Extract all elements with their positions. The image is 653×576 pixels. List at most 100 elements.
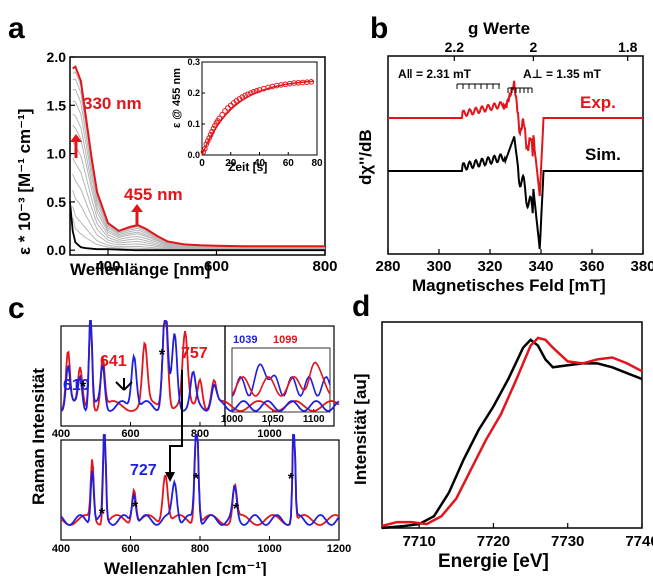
legend-sim: Sim. bbox=[585, 145, 621, 164]
legend-exp: Exp. bbox=[580, 93, 616, 112]
inset-data-point bbox=[203, 141, 210, 147]
xanes-red-line bbox=[381, 336, 643, 528]
raman-star-marker: * bbox=[80, 379, 87, 396]
panel-c-label: c bbox=[8, 292, 25, 325]
panel-d-frame bbox=[381, 321, 643, 529]
inset-x-tick-label: 80 bbox=[311, 158, 323, 169]
inset-data-point bbox=[308, 79, 315, 85]
inset-x-tick-label: 60 bbox=[283, 158, 295, 169]
peak-shift-connector bbox=[169, 370, 183, 480]
y-tick-label: 0.5 bbox=[47, 194, 67, 210]
panel-b-xlabel: Magnetisches Feld [mT] bbox=[412, 276, 606, 295]
panel-b-plot: g Werte 280 300 320 340 360 380 2.2 2 1.8 A‖ = 2… bbox=[356, 19, 653, 295]
peak-757-label: 757 bbox=[181, 345, 208, 362]
x-tick-label: 600 bbox=[204, 258, 229, 275]
inset-data-point bbox=[200, 149, 207, 155]
c-bottom-x-tick-label: 400 bbox=[52, 543, 70, 555]
peak-610-label: 610 bbox=[63, 377, 90, 394]
raman-star-marker: * bbox=[99, 506, 106, 523]
xanes-black-line bbox=[381, 338, 643, 530]
inset-y-tick-label: 0.3 bbox=[187, 57, 200, 67]
epr-simulated-line bbox=[388, 136, 643, 250]
panel-a-ylabel: ε * 10⁻³ [M⁻¹ cm⁻¹] bbox=[15, 109, 34, 255]
inset-data-point bbox=[239, 94, 246, 100]
inset-x-tick-label: 20 bbox=[225, 158, 237, 169]
intermediate-spectrum-3 bbox=[72, 173, 325, 250]
c-bottom-x-tick-label: 800 bbox=[191, 543, 209, 555]
panel-a-frame bbox=[69, 56, 326, 256]
inset-x-tick-label: 0 bbox=[199, 158, 205, 169]
c-top-x-tick-label: 600 bbox=[121, 428, 139, 440]
inset-x-tick-label: 40 bbox=[254, 158, 266, 169]
raman-star-marker: * bbox=[132, 499, 139, 516]
peak-shift-arrowhead bbox=[165, 472, 175, 482]
x-tick-label: 800 bbox=[312, 258, 337, 275]
raman-star-marker: * bbox=[159, 347, 166, 364]
arrow-455-head bbox=[131, 204, 143, 212]
panel-b-label: b bbox=[370, 12, 388, 45]
c-bottom-x-tick-label: 600 bbox=[121, 543, 139, 555]
d-x-tick-label: 7720 bbox=[477, 533, 510, 550]
d-x-tick-label: 7740 bbox=[625, 533, 653, 550]
panel-a-xlabel: Wellenlänge [nm] bbox=[70, 260, 210, 279]
panel-c-inset-frame bbox=[224, 325, 335, 427]
inset-y-tick-label: 0.2 bbox=[187, 88, 200, 98]
inset-data-point bbox=[253, 88, 260, 94]
annotation-330nm: 330 nm bbox=[83, 94, 142, 113]
panel-d-ylabel: Intensität [au] bbox=[351, 374, 370, 485]
raman-spectrum-line bbox=[60, 320, 340, 412]
b-x-tick-label: 280 bbox=[375, 258, 400, 275]
inset-data-point bbox=[210, 125, 217, 132]
y-tick-label: 2.0 bbox=[47, 49, 67, 65]
d-x-tick-label: 7730 bbox=[551, 533, 584, 550]
raman-inset-line bbox=[231, 363, 331, 398]
c-top-x-tick-label: 800 bbox=[191, 428, 209, 440]
panel-c-ylabel: Raman Intensität bbox=[29, 368, 48, 505]
b-g-tick-label: 2.2 bbox=[445, 39, 465, 55]
x-tick-label: 400 bbox=[95, 258, 120, 275]
inset-data-point bbox=[222, 108, 228, 114]
panel-d-plot: 7710 7720 7730 7740 Energie [eV] Intensität… bbox=[351, 321, 653, 572]
b-g-tick-label: 2 bbox=[529, 39, 537, 55]
raman-inset-line bbox=[231, 361, 331, 397]
panel-a-inset-xlabel: Zeit [s] bbox=[228, 160, 267, 174]
c-inset-x-tick-label: 1050 bbox=[262, 414, 285, 425]
panel-c-plot: 400 600 800 1000 1200 400 600 800 1000 1000 1050 11… bbox=[29, 320, 351, 576]
d-x-tick-label: 7710 bbox=[402, 533, 435, 550]
initial-spectrum-line bbox=[69, 201, 325, 252]
inset-data-point bbox=[248, 90, 254, 96]
y-tick-label: 0.0 bbox=[47, 242, 67, 258]
b-g-tick-label: 1.8 bbox=[618, 39, 638, 55]
b-x-tick-label: 360 bbox=[579, 258, 604, 275]
b-x-tick-label: 380 bbox=[630, 258, 653, 275]
panel-c-xlabel: Wellenzahlen [cm⁻¹] bbox=[104, 559, 267, 576]
b-x-tick-label: 340 bbox=[528, 258, 553, 275]
inset-data-point bbox=[209, 128, 215, 135]
inset-data-point bbox=[242, 92, 248, 99]
inset-data-point bbox=[216, 115, 223, 122]
inset-y-tick-label: 0.1 bbox=[187, 119, 200, 129]
raman-star-marker: * bbox=[193, 471, 200, 488]
c-bottom-x-tick-label: 1200 bbox=[327, 543, 351, 555]
peak-641-label: 641 bbox=[100, 353, 127, 370]
hyperfine-a-parallel: A‖ = 2.31 mT bbox=[398, 67, 472, 81]
inset-data-point bbox=[204, 138, 211, 144]
panel-d-label: d bbox=[352, 290, 370, 323]
panel-a-inset-bg bbox=[202, 59, 324, 157]
inset-data-point bbox=[219, 111, 225, 118]
panel-b-ylabel: dχ''/dB bbox=[356, 129, 375, 185]
c-top-x-tick-label: 400 bbox=[52, 428, 70, 440]
hyperfine-a-perp: A⊥ = 1.35 mT bbox=[523, 67, 602, 81]
epr-experimental-line bbox=[388, 80, 643, 197]
inset-data-point bbox=[207, 132, 214, 138]
annotation-455nm: 455 nm bbox=[124, 185, 183, 204]
c-inset-x-tick-label: 1100 bbox=[303, 414, 325, 425]
b-x-tick-label: 300 bbox=[426, 258, 451, 275]
raman-star-marker: * bbox=[288, 471, 295, 488]
peak-shift-arrow bbox=[115, 378, 133, 391]
panel-d-xlabel: Energie [eV] bbox=[438, 551, 549, 572]
inset-y-tick-label: 0.0 bbox=[187, 150, 200, 160]
